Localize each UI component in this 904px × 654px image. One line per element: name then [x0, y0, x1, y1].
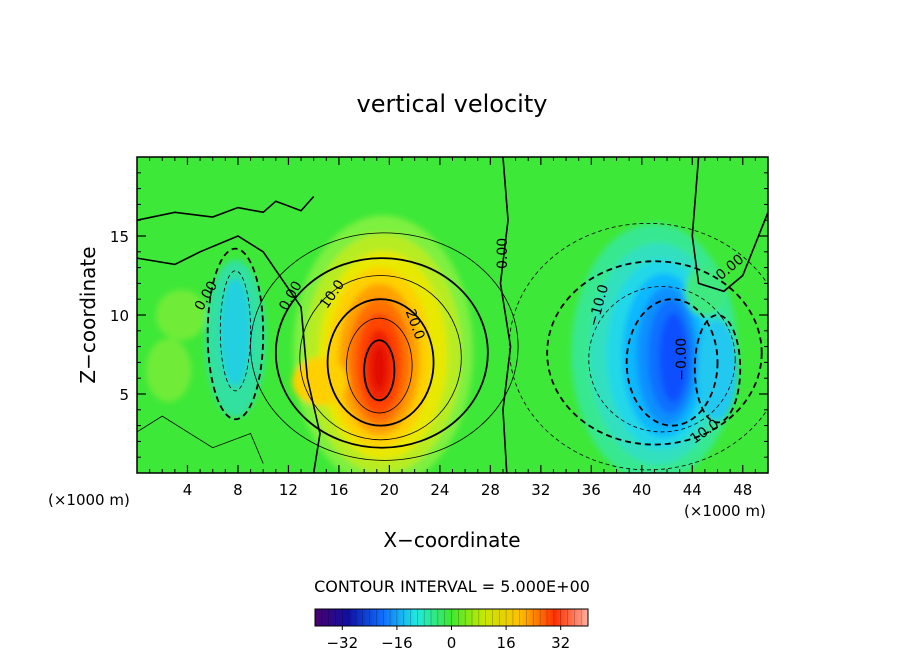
x-tick-label: 32 [531, 481, 550, 499]
contour-line [274, 257, 489, 449]
contour-line [346, 317, 413, 414]
contour-interval-text: CONTOUR INTERVAL = 5.000E+00 [314, 577, 590, 596]
contour-line [546, 260, 763, 446]
x-tick-label: 24 [430, 481, 449, 499]
zero-contour [499, 157, 512, 473]
contour-lines [137, 157, 768, 473]
colorbar-tick-label: 16 [497, 634, 516, 652]
contour-line [588, 286, 736, 433]
x-tick-label: 8 [233, 481, 243, 499]
colorbar-ticks: −32 −16 0 16 32 [326, 626, 570, 652]
x-unit-right: (×1000 m) [684, 502, 766, 520]
contour-line [363, 339, 396, 402]
contour-line [219, 270, 251, 392]
contour-line [693, 314, 742, 424]
zero-contour [137, 195, 315, 221]
zero-contour [137, 235, 321, 473]
chart-title: vertical velocity [357, 90, 548, 118]
colorbar-steps [321, 609, 582, 626]
contour-line [299, 275, 462, 441]
x-tick-label: 20 [380, 481, 399, 499]
downdraft-layer [659, 313, 688, 402]
contour-line [250, 232, 519, 461]
x-tick-label: 28 [481, 481, 500, 499]
y-tick-label: 10 [110, 307, 129, 325]
x-tick-label: 4 [183, 481, 193, 499]
downdraft-lobe [697, 319, 738, 421]
contour-label: 0.00 [495, 238, 511, 269]
x-tick-label: 36 [582, 481, 601, 499]
y-axis-label: Z−coordinate [76, 246, 100, 383]
y-tick-label: 15 [110, 228, 129, 246]
velocity-fields [145, 215, 738, 473]
x-axis-ticks: 4 8 12 16 20 24 28 32 36 40 44 48 [149, 157, 756, 499]
contour-label: −0.00 [674, 338, 690, 381]
zero-contour [691, 157, 768, 293]
x-unit-left: (×1000 m) [48, 491, 130, 509]
x-tick-label: 12 [279, 481, 298, 499]
colorbar-tick-label: −16 [381, 634, 413, 652]
weak-updraft [145, 338, 192, 402]
contour-line [625, 298, 719, 427]
colorbar-tick-label: 32 [551, 634, 570, 652]
contour-line [137, 415, 264, 464]
x-tick-label: 44 [683, 481, 702, 499]
x-tick-label: 16 [329, 481, 348, 499]
updraft-lobe [292, 357, 348, 406]
contour-line [508, 222, 768, 471]
downdraft-lobe [684, 266, 726, 317]
contour-line [206, 247, 265, 421]
colorbar-tick-label: 0 [447, 634, 457, 652]
y-axis-ticks: 5 10 15 [110, 172, 768, 458]
weak-downdraft-core [220, 278, 251, 387]
x-axis-label: X−coordinate [383, 528, 520, 552]
updraft-layer [372, 345, 387, 390]
contour-line [326, 298, 435, 427]
y-tick-label: 5 [119, 386, 129, 404]
x-tick-label: 40 [632, 481, 651, 499]
colorbar-tick-label: −32 [326, 634, 358, 652]
colorbar: −32 −16 0 16 32 [314, 608, 589, 652]
weak-updraft [155, 289, 207, 341]
x-tick-label: 48 [733, 481, 752, 499]
